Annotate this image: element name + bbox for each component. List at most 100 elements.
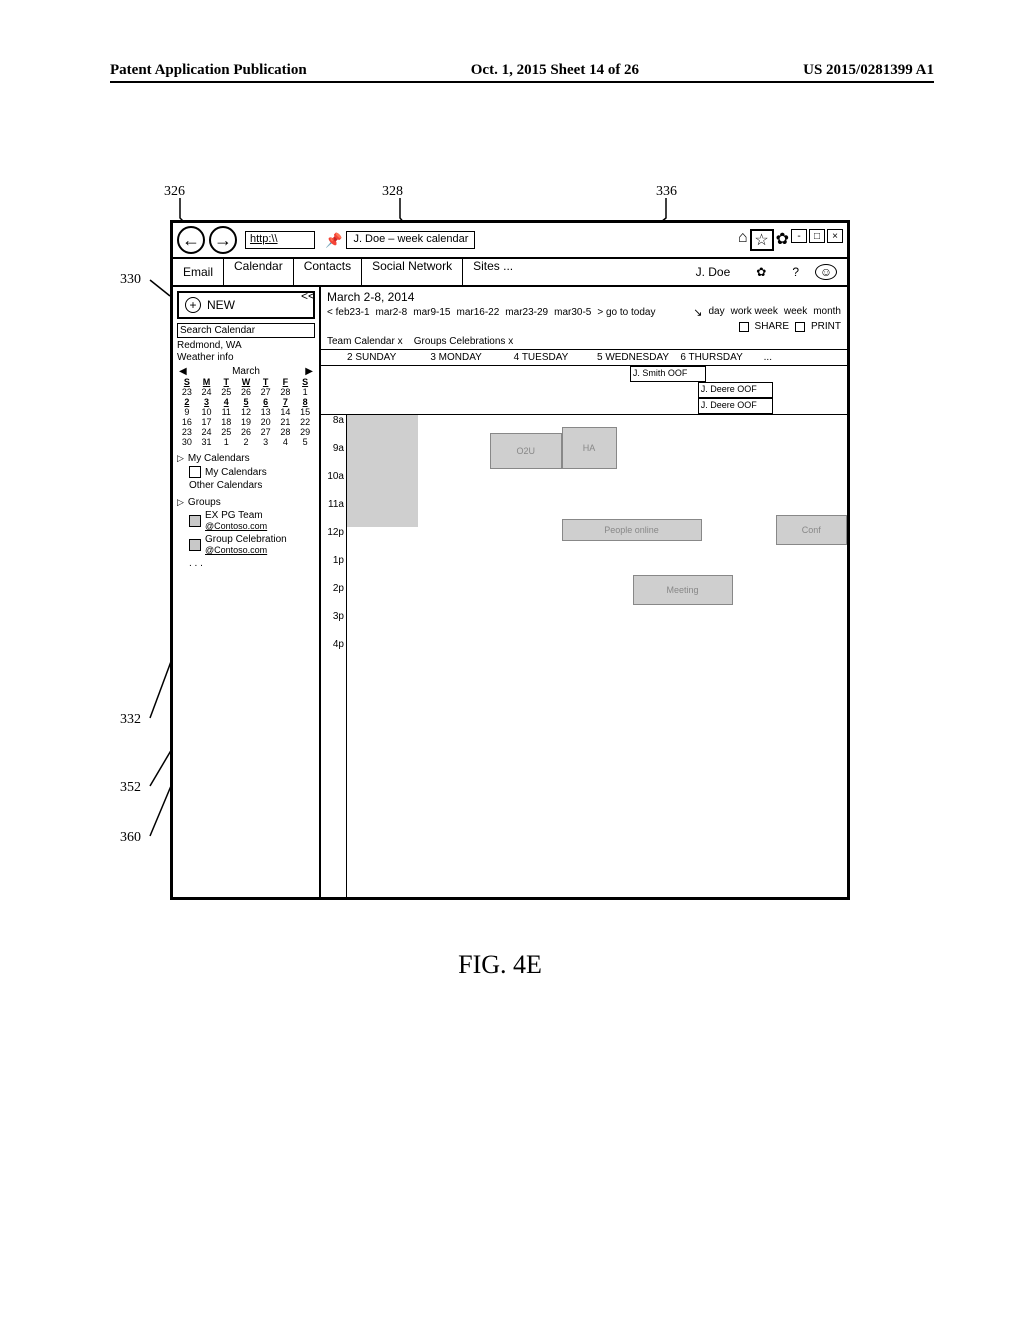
allday-jdeere-oof-2-ext bbox=[773, 398, 847, 414]
day-wed[interactable]: 5 WEDNESDAY bbox=[597, 352, 680, 363]
date-range-title: March 2-8, 2014 bbox=[327, 290, 414, 304]
forward-button[interactable]: → bbox=[209, 226, 237, 254]
print-button[interactable]: PRINT bbox=[811, 321, 841, 332]
week-prev[interactable]: < feb23-1 bbox=[327, 307, 370, 318]
mini-calendar[interactable]: ◀ March ▶ SM TW TF S 2324252627281 23456… bbox=[177, 366, 315, 447]
browser-tab-title[interactable]: J. Doe – week calendar bbox=[346, 231, 475, 249]
home-icon[interactable]: ⌂ bbox=[738, 229, 748, 251]
share-button[interactable]: SHARE bbox=[755, 321, 789, 332]
header-sheet: Oct. 1, 2015 Sheet 14 of 26 bbox=[471, 62, 639, 79]
browser-chrome: ← → http:\\ 📌 J. Doe – week calendar ⌂ ☆… bbox=[173, 223, 847, 259]
url-field[interactable]: http:\\ bbox=[245, 231, 315, 249]
view-arrow-icon: ↘ bbox=[693, 306, 702, 319]
weather-info: Weather info bbox=[177, 352, 315, 364]
time-grid[interactable]: ▴ ▾ 8a9a 10a11a 12p1p 2p3p 4p O bbox=[321, 414, 847, 897]
calendar-tabs: Team Calendar x Groups Celebrations x bbox=[321, 334, 847, 350]
event-ha[interactable]: HA bbox=[562, 427, 617, 469]
calendar-swatch-icon bbox=[189, 515, 201, 527]
other-calendars-item[interactable]: Other Calendars bbox=[189, 480, 315, 491]
expand-icon: ▷ bbox=[177, 497, 184, 508]
expand-icon: ▷ bbox=[177, 453, 184, 464]
callout-326: 326 bbox=[164, 184, 185, 200]
my-calendars-header[interactable]: ▷ My Calendars bbox=[177, 453, 315, 464]
maximize-button[interactable]: □ bbox=[809, 229, 825, 243]
allday-jdeere-oof-ext bbox=[773, 382, 847, 398]
cal-tab-groups[interactable]: Groups Celebrations x bbox=[414, 336, 514, 347]
prev-month-icon[interactable]: ◀ bbox=[179, 366, 187, 377]
event-meeting[interactable]: Meeting bbox=[633, 575, 733, 605]
user-name[interactable]: J. Doe bbox=[686, 265, 741, 279]
allday-jdeere-oof-1[interactable]: J. Deere OOF bbox=[698, 382, 773, 398]
calendar-swatch-icon bbox=[189, 539, 201, 551]
group-expg-item[interactable]: EX PG Team @Contoso.com bbox=[189, 510, 315, 532]
app-window: ← → http:\\ 📌 J. Doe – week calendar ⌂ ☆… bbox=[170, 220, 850, 900]
nav-social[interactable]: Social Network bbox=[361, 259, 462, 285]
view-day[interactable]: day bbox=[708, 306, 724, 319]
allday-zone: J. Smith OOF J. Deere OOF J. D bbox=[321, 366, 847, 414]
nav-contacts[interactable]: Contacts bbox=[293, 259, 361, 285]
search-calendar-input[interactable]: Search Calendar bbox=[177, 323, 315, 338]
view-month[interactable]: month bbox=[813, 306, 841, 319]
feedback-icon[interactable]: ☺ bbox=[815, 264, 837, 280]
day-headers: 2 SUNDAY 3 MONDAY 4 TUESDAY 5 WEDNESDAY … bbox=[321, 350, 847, 366]
share-checkbox[interactable] bbox=[739, 322, 749, 332]
event-people-online[interactable]: People online bbox=[562, 519, 702, 541]
view-workweek[interactable]: work week bbox=[731, 306, 778, 319]
more-groups[interactable]: . . . bbox=[189, 558, 315, 569]
my-calendar-item[interactable]: My Calendars bbox=[189, 466, 315, 478]
day-tue[interactable]: 4 TUESDAY bbox=[514, 352, 597, 363]
day-sun[interactable]: 2 SUNDAY bbox=[347, 352, 430, 363]
week-1[interactable]: mar2-8 bbox=[376, 307, 408, 318]
mini-month-label: March bbox=[232, 366, 260, 377]
time-gutter: 8a9a 10a11a 12p1p 2p3p 4p bbox=[321, 415, 347, 897]
window-controls: ⌂ ☆ ✿ - □ × bbox=[738, 229, 843, 251]
week-3[interactable]: mar16-22 bbox=[456, 307, 499, 318]
nav-calendar[interactable]: Calendar bbox=[223, 259, 293, 285]
new-label: NEW bbox=[207, 298, 235, 312]
week-2[interactable]: mar9-15 bbox=[413, 307, 450, 318]
day-mon[interactable]: 3 MONDAY bbox=[430, 352, 513, 363]
event-o2u[interactable]: O2U bbox=[490, 433, 562, 469]
sidebar: + NEW << Search Calendar Redmond, WA Wea… bbox=[173, 287, 321, 897]
callout-336: 336 bbox=[656, 184, 677, 200]
callout-328: 328 bbox=[382, 184, 403, 200]
allday-jdeere-oof-2[interactable]: J. Deere OOF bbox=[698, 398, 773, 414]
app-topnav: Email Calendar Contacts Social Network S… bbox=[173, 259, 847, 287]
collapse-sidebar-button[interactable]: << bbox=[301, 289, 315, 303]
close-button[interactable]: × bbox=[827, 229, 843, 243]
week-5[interactable]: mar30-5 bbox=[554, 307, 591, 318]
sunday-busy-block bbox=[347, 415, 418, 527]
allday-jsmith-oof[interactable]: J. Smith OOF bbox=[630, 366, 706, 382]
new-button[interactable]: + NEW bbox=[177, 291, 315, 319]
back-button[interactable]: ← bbox=[177, 226, 205, 254]
mini-dow-row: SM TW TF S bbox=[177, 377, 315, 387]
next-month-icon[interactable]: ▶ bbox=[305, 366, 313, 377]
week-4[interactable]: mar23-29 bbox=[505, 307, 548, 318]
day-thu[interactable]: 6 THURSDAY bbox=[680, 352, 763, 363]
weather-location: Redmond, WA bbox=[177, 340, 315, 352]
favorite-icon[interactable]: ☆ bbox=[750, 229, 774, 251]
view-week[interactable]: week bbox=[784, 306, 807, 319]
settings-gear-icon[interactable]: ✿ bbox=[746, 265, 776, 279]
event-conf[interactable]: Conf bbox=[776, 515, 848, 545]
callout-332: 332 bbox=[120, 712, 141, 728]
callout-330: 330 bbox=[120, 272, 141, 288]
cal-tab-team[interactable]: Team Calendar x bbox=[327, 336, 403, 347]
plus-icon: + bbox=[185, 297, 201, 313]
header-publication: Patent Application Publication bbox=[110, 62, 307, 79]
gear-chrome-icon[interactable]: ✿ bbox=[776, 229, 789, 251]
go-today[interactable]: > go to today bbox=[597, 307, 655, 318]
figure-label: FIG. 4E bbox=[120, 950, 880, 980]
group-celebration-item[interactable]: Group Celebration @Contoso.com bbox=[189, 534, 315, 556]
callout-360: 360 bbox=[120, 830, 141, 846]
print-checkbox[interactable] bbox=[795, 322, 805, 332]
nav-email[interactable]: Email bbox=[173, 265, 223, 279]
calendar-swatch-icon bbox=[189, 466, 201, 478]
minimize-button[interactable]: - bbox=[791, 229, 807, 243]
callout-352: 352 bbox=[120, 780, 141, 796]
groups-header[interactable]: ▷ Groups bbox=[177, 497, 315, 508]
day-more[interactable]: ... bbox=[764, 352, 847, 363]
pin-icon[interactable]: 📌 bbox=[325, 232, 342, 249]
nav-sites[interactable]: Sites ... bbox=[462, 259, 523, 285]
help-icon[interactable]: ? bbox=[782, 265, 809, 279]
